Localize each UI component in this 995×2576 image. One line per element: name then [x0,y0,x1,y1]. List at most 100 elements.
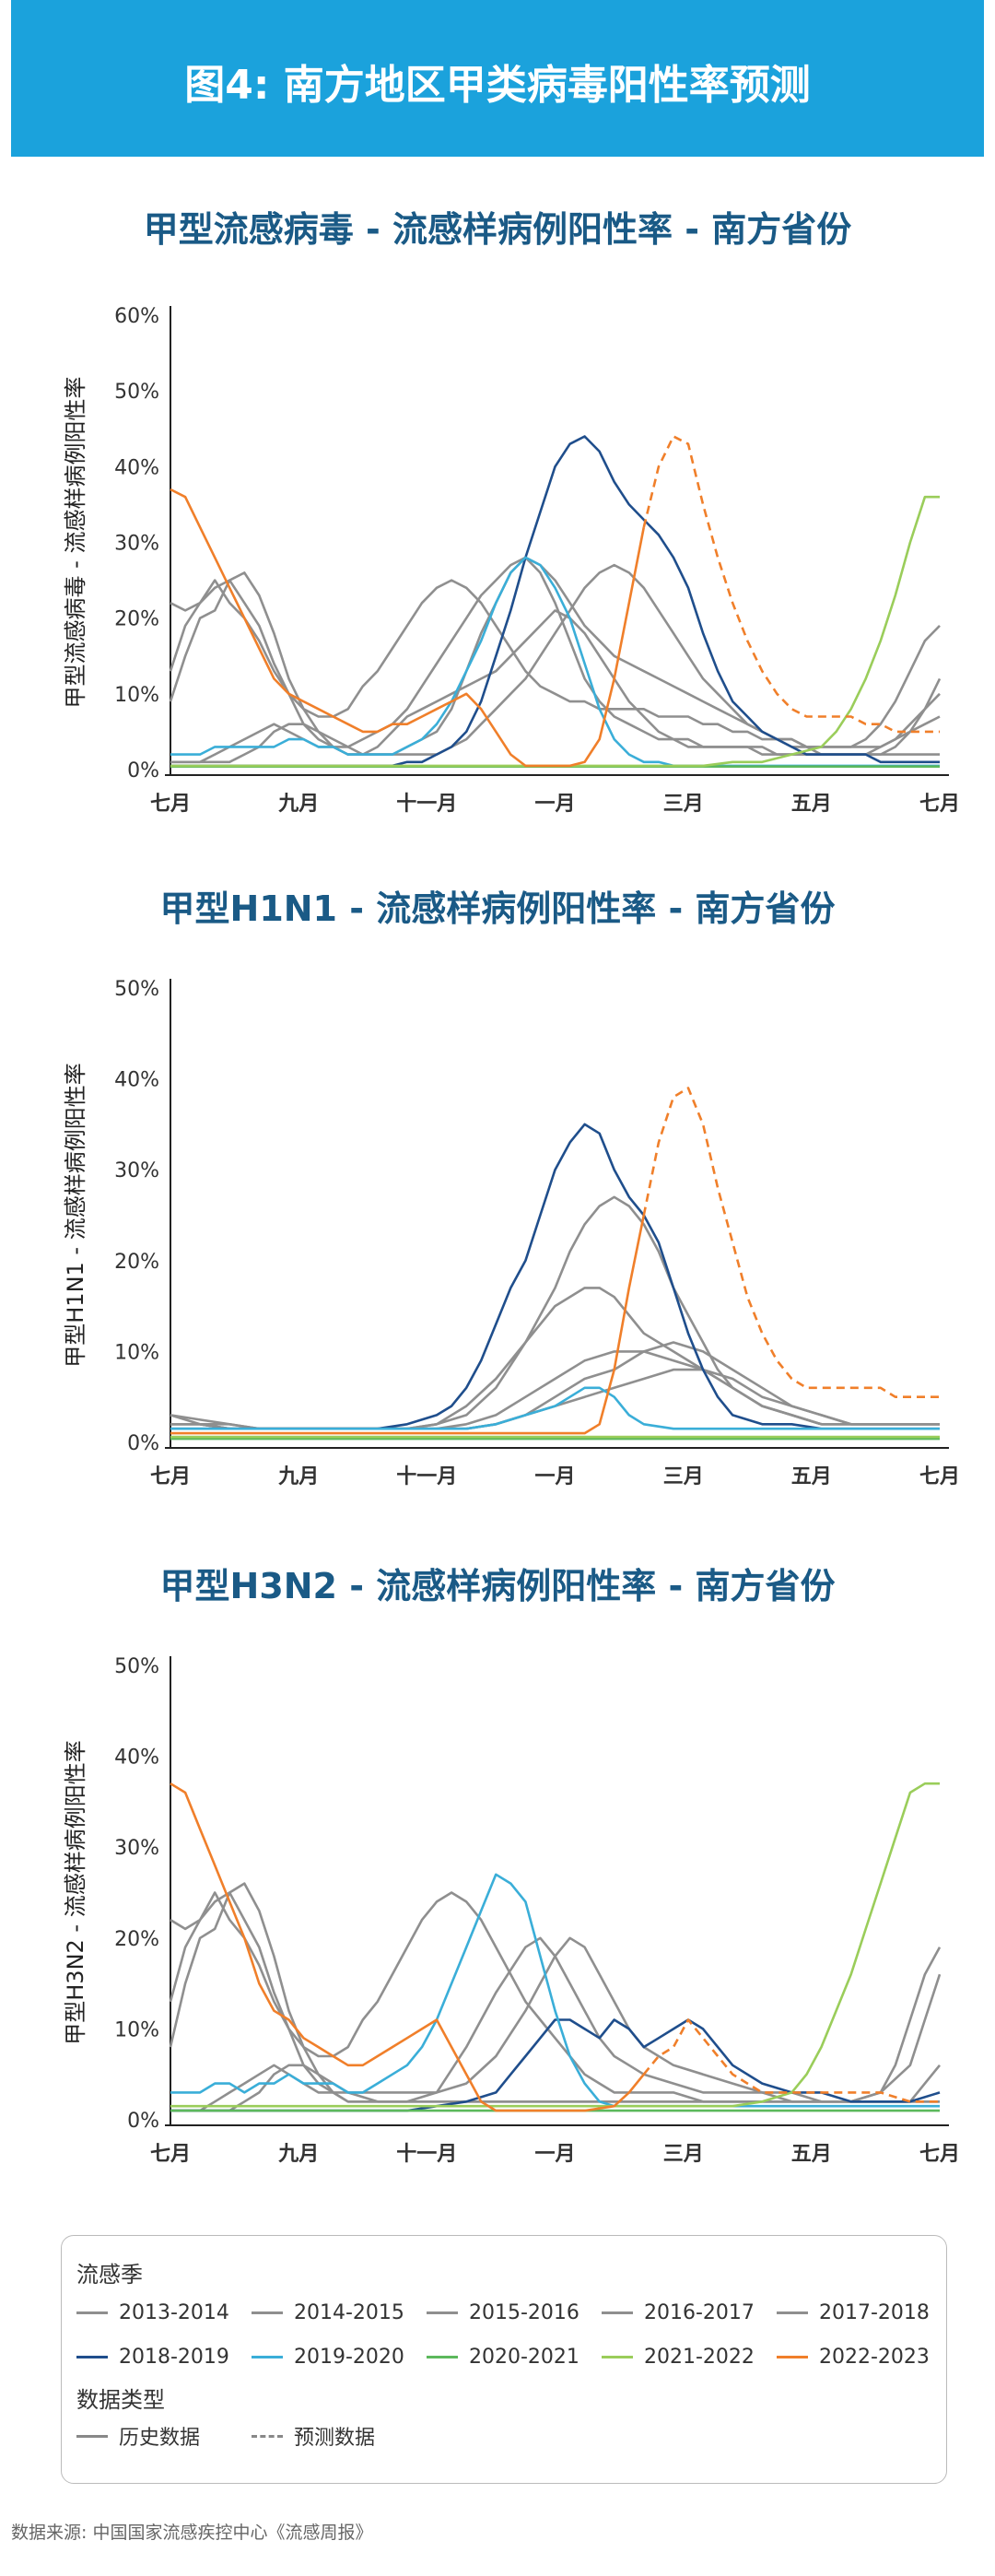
y-tick-label: 0% [127,1432,159,1455]
y-tick-label: 20% [114,1928,159,1951]
series-line-2018-2019 [170,1123,940,1430]
legend-label: 2016-2017 [644,2300,755,2324]
y-tick-label: 10% [114,1341,159,1364]
legend-type-label: 预测数据 [294,2427,376,2450]
series-line-2017-2018 [170,563,940,764]
x-tick-label: 三月 [663,1465,704,1488]
y-tick-label: 50% [114,381,159,404]
legend-label: 2022-2023 [819,2345,930,2369]
series-line-2022-2023-预测 [642,2018,940,2103]
x-tick-label: 七月 [919,2143,960,2166]
y-tick-label: 30% [114,1837,159,1860]
legend-swatch-icon [76,2355,108,2358]
series-line-2021-2022 [170,1782,940,2108]
legend-type-historical: 历史数据 [76,2422,200,2450]
legend-label: 2019-2020 [294,2345,404,2369]
x-tick-label: 一月 [534,793,575,816]
legend-label: 2014-2015 [294,2300,404,2324]
legend-label: 2015-2016 [469,2300,579,2324]
legend-item-2022-2023: 2022-2023 [777,2343,930,2370]
series-line-2022-2023 [170,488,646,768]
legend-item-2017-2018: 2017-2018 [777,2299,930,2326]
legend-label: 2017-2018 [819,2300,930,2324]
legend-item-2015-2016: 2015-2016 [427,2299,579,2326]
y-tick-label: 0% [127,759,159,782]
legend-swatch-icon [252,2311,283,2314]
legend-type-forecast: 预测数据 [252,2422,375,2450]
x-tick-label: 十一月 [396,1465,457,1488]
legend-season-heading: 流感季 [76,2262,143,2288]
series-line-2014-2015 [169,1882,942,2103]
y-tick-label: 50% [114,978,159,1001]
chart-2-h1n1: 0% 10% 20% 30% 40% 50% 七月 九月 十一月 一月 三月 五月 七月 甲型H1N1 -… [63,978,960,1488]
y-axis-label: 甲型流感病毒 - 流感样病例阳性率 [63,377,88,709]
legend-label: 2020-2021 [469,2345,579,2369]
x-tick-label: 三月 [663,793,704,816]
legend-item-2019-2020: 2019-2020 [252,2343,404,2370]
y-tick-label: 30% [114,533,159,556]
series-line-2019-2020 [170,1386,940,1430]
x-tick-label: 九月 [277,2143,319,2166]
legend-label: 2018-2019 [119,2345,229,2369]
legend-dashed-line-icon [252,2434,283,2438]
chart-1-influenza-a: 0% 10% 20% 30% 40% 50% 60% 七月 九月 十一月 一月 三月 五月 七月 甲型流感病… [63,305,960,816]
series-line-2022-2023-预测 [642,435,940,734]
y-tick-label: 20% [114,1251,159,1274]
y-tick-label: 60% [114,305,159,328]
x-tick-label: 十一月 [396,2143,457,2166]
series-line-2022-2023 [170,1782,645,2112]
y-tick-label: 20% [114,608,159,631]
x-tick-label: 十一月 [396,793,457,816]
legend-item-2013-2014: 2013-2014 [76,2299,229,2326]
series-line-2016-2017 [170,556,941,764]
legend-swatch-icon [602,2311,633,2314]
series-line-2021-2022 [170,495,940,768]
series-line-2017-2018 [170,1195,940,1430]
x-tick-label: 一月 [534,1465,575,1488]
legend-item-2020-2021: 2020-2021 [427,2343,579,2370]
x-tick-label: 七月 [150,793,191,816]
y-tick-label: 40% [114,1069,159,1092]
legend: 流感季 2013-2014 2014-2015 2015-2016 2016-2017… [61,2235,947,2484]
series-line-2019-2020 [170,556,940,768]
y-tick-label: 10% [114,2018,159,2041]
x-tick-label: 九月 [277,793,319,816]
legend-swatch-icon [427,2355,458,2358]
chart-3-title: 甲型H3N2 - 流感样病例阳性率 - 南方省份 [159,1566,836,1606]
x-tick-label: 七月 [919,1465,960,1488]
x-tick-label: 五月 [791,2143,832,2166]
y-tick-label: 0% [127,2110,159,2133]
x-tick-label: 七月 [150,1465,191,1488]
y-tick-label: 40% [114,456,159,479]
x-tick-label: 七月 [919,793,960,816]
series-line-2018-2019 [170,2018,941,2112]
legend-solid-line-icon [76,2434,108,2438]
y-tick-label: 30% [114,1159,159,1182]
page-banner: 图4: 南方地区甲类病毒阳性率预测 [11,0,984,157]
legend-item-2021-2022: 2021-2022 [602,2343,755,2370]
legend-swatch-icon [252,2355,283,2358]
chart-1-title: 甲型流感病毒 - 流感样病例阳性率 - 南方省份 [143,209,852,250]
legend-swatch-icon [602,2355,633,2358]
legend-swatch-icon [76,2311,108,2314]
x-tick-label: 五月 [791,793,832,816]
series-line-2015-2016 [170,1287,940,1430]
series-line-2022-2023 [170,1215,646,1435]
x-tick-label: 三月 [663,2143,704,2166]
legend-item-2014-2015: 2014-2015 [252,2299,404,2326]
chart-3-h3n2: 0% 10% 20% 30% 40% 50% 七月 九月 十一月 一月 三月 五月 七月 甲型H3N2 -… [63,1655,960,2166]
x-tick-label: 七月 [150,2143,191,2166]
source-note: 数据来源: 中国国家流感疾控中心《流感周报》 [11,2523,373,2543]
legend-item-2018-2019: 2018-2019 [76,2343,229,2370]
legend-swatch-icon [427,2311,458,2314]
y-tick-label: 50% [114,1655,159,1678]
legend-swatch-icon [777,2311,808,2314]
legend-swatch-icon [777,2355,808,2358]
legend-type-heading: 数据类型 [76,2387,165,2413]
y-axis-label: 甲型H1N1 - 流感样病例阳性率 [63,1063,88,1367]
x-tick-label: 一月 [534,2143,575,2166]
page-title: 图4: 南方地区甲类病毒阳性率预测 [184,62,811,109]
chart-2-title: 甲型H1N1 - 流感样病例阳性率 - 南方省份 [159,888,836,929]
y-tick-label: 10% [114,684,159,707]
series-line-2022-2023-预测 [642,1087,940,1399]
